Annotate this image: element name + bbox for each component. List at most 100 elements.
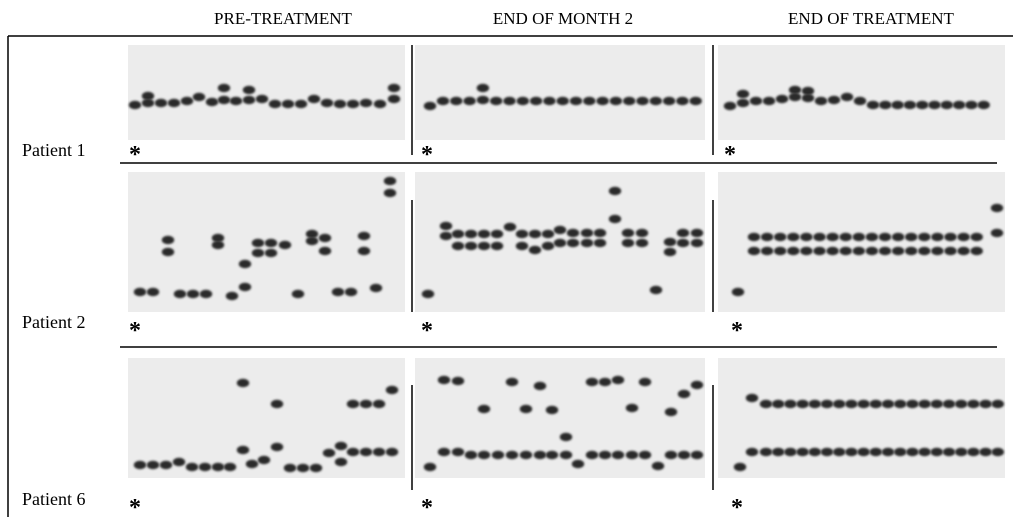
gel-band [979, 448, 991, 456]
gel-band [206, 98, 218, 106]
gel-band [347, 100, 359, 108]
gel-band [918, 247, 930, 255]
gel-band [386, 448, 398, 456]
gel-band [748, 247, 760, 255]
gel-band [373, 400, 385, 408]
gel-band [440, 222, 452, 230]
gel-band [212, 241, 224, 249]
gel-band [821, 400, 833, 408]
gel-band [957, 247, 969, 255]
gel-band [543, 97, 555, 105]
gel-band [882, 400, 894, 408]
row-label: Patient 1 [22, 140, 86, 160]
gel-band [271, 400, 283, 408]
gel-band [734, 463, 746, 471]
gel-band [199, 463, 211, 471]
gel-band [200, 290, 212, 298]
gel-band [904, 101, 916, 109]
gel-band [360, 400, 372, 408]
gel-band [677, 229, 689, 237]
gel-band [491, 242, 503, 250]
gel-band [845, 448, 857, 456]
figure: PRE-TREATMENT END OF MONTH 2 END OF TREA… [0, 0, 1013, 517]
gel-band [892, 233, 904, 241]
gel-band [258, 456, 270, 464]
gel-band [230, 97, 242, 105]
gel-band [732, 288, 744, 296]
gel-band [424, 102, 436, 110]
gel-band [652, 462, 664, 470]
gel-band [737, 90, 749, 98]
gel-band [821, 448, 833, 456]
gel-band [941, 101, 953, 109]
gel-band [347, 400, 359, 408]
gel-band [477, 96, 489, 104]
gel-band [581, 239, 593, 247]
gel-band [639, 451, 651, 459]
gel-band [321, 99, 333, 107]
gel-band [724, 102, 736, 110]
gel-band [800, 233, 812, 241]
gel-band [147, 288, 159, 296]
reference-marker: * [421, 495, 433, 517]
gel-band [237, 446, 249, 454]
gel-band [678, 451, 690, 459]
gel-band [534, 382, 546, 390]
gel-band [891, 101, 903, 109]
gel-band [554, 239, 566, 247]
gel-band [918, 448, 930, 456]
gel-band [388, 84, 400, 92]
gel-band [609, 187, 621, 195]
gel-band [384, 177, 396, 185]
gel-band [626, 451, 638, 459]
gel-band [599, 378, 611, 386]
gel-band [224, 463, 236, 471]
gel-band [360, 448, 372, 456]
gel-band [388, 95, 400, 103]
gel-band [784, 448, 796, 456]
gel-band [212, 463, 224, 471]
gel-band [612, 451, 624, 459]
gel-band [905, 247, 917, 255]
gel-band [813, 247, 825, 255]
gel-band [422, 290, 434, 298]
gel-band [335, 458, 347, 466]
gel-band [840, 233, 852, 241]
gel-band [129, 101, 141, 109]
column-header: PRE-TREATMENT [214, 9, 353, 28]
gel-band [370, 284, 382, 292]
gel-band [586, 451, 598, 459]
gel-band [857, 448, 869, 456]
gel-band [546, 406, 558, 414]
gel-band [306, 237, 318, 245]
gel-band [894, 400, 906, 408]
gel-band [992, 400, 1004, 408]
gel-band [826, 233, 838, 241]
gel-band [450, 97, 462, 105]
gel-band [813, 233, 825, 241]
gel-band [295, 100, 307, 108]
gel-band [516, 242, 528, 250]
gel-band [162, 248, 174, 256]
gel-band [491, 230, 503, 238]
gel-band [465, 451, 477, 459]
gel-band [478, 405, 490, 413]
reference-marker: * [129, 495, 141, 517]
gel-band [931, 247, 943, 255]
gel-band [239, 260, 251, 268]
gel-background [415, 358, 705, 478]
gel-band [866, 233, 878, 241]
gel-band [360, 99, 372, 107]
gel-band [193, 93, 205, 101]
gel-band [308, 95, 320, 103]
gel-band [452, 448, 464, 456]
gel-band [892, 247, 904, 255]
gel-band [879, 247, 891, 255]
gel-band [840, 247, 852, 255]
gel-band [542, 230, 554, 238]
gel-band [953, 101, 965, 109]
gel-band [841, 93, 853, 101]
gel-band [546, 451, 558, 459]
gel-band [440, 232, 452, 240]
gel-band [774, 233, 786, 241]
